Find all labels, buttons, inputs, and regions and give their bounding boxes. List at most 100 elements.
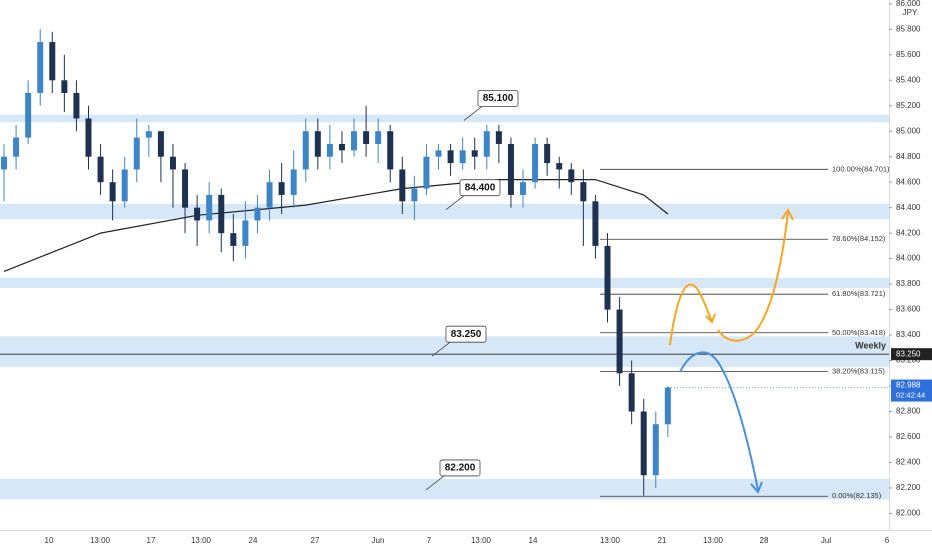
x-tick-label: 24 <box>249 536 258 545</box>
candle-body <box>49 42 56 81</box>
candle-body <box>628 373 635 412</box>
candle-body <box>532 143 539 183</box>
zone <box>0 336 889 367</box>
callout-pointer <box>463 106 483 121</box>
y-tick-label: 84.200 <box>896 228 921 237</box>
callout-label: 83.250 <box>451 329 482 340</box>
x-tick-label: 21 <box>658 536 667 545</box>
y-tick-label: 82.000 <box>896 509 921 518</box>
candle-body <box>13 137 20 157</box>
candle-body <box>351 131 358 151</box>
candle-body <box>326 143 333 157</box>
candle-body <box>169 156 176 170</box>
x-tick-label: 7 <box>427 536 432 545</box>
arrowhead <box>781 208 794 221</box>
candle-body <box>290 169 297 195</box>
candle-body <box>302 131 309 170</box>
x-tick-label: 13:00 <box>90 536 111 545</box>
callout-box <box>439 459 481 477</box>
y-tick-label: 85.000 <box>896 126 921 135</box>
x-tick-label: 10 <box>45 536 54 545</box>
candle-body <box>616 309 623 374</box>
candle-body <box>1 156 7 170</box>
candle-body <box>121 169 128 202</box>
candle-body <box>61 80 68 94</box>
weekly-name: Weekly <box>855 341 886 351</box>
zone <box>0 203 889 220</box>
callout-pointer <box>445 195 465 210</box>
y-tick-label: 82.400 <box>896 458 921 467</box>
y-tick-label: 85.400 <box>896 75 921 84</box>
candle-body <box>97 156 104 183</box>
candle-body <box>664 387 671 425</box>
y-tick-label: 85.800 <box>896 24 921 33</box>
y-tick-label: 84.600 <box>896 177 921 186</box>
y-tick-label: 83.400 <box>896 330 921 339</box>
callout-box <box>445 325 487 343</box>
candle-body <box>73 93 80 119</box>
fib-label: 50.00%(83.418) <box>832 328 886 337</box>
candle-body <box>85 118 92 157</box>
candle-body <box>157 131 164 157</box>
fib-label: 38.20%(83.115) <box>832 366 885 375</box>
candle-body <box>507 143 514 195</box>
candle-body <box>580 182 587 202</box>
candle-body <box>435 150 442 157</box>
zone <box>0 114 889 123</box>
callout-label: 82.200 <box>445 463 476 474</box>
fib-label: 61.80%(83.721) <box>832 289 886 298</box>
y-tick-label: 85.600 <box>896 50 921 59</box>
weekly-label: 83.250 <box>896 349 921 358</box>
zone <box>0 479 889 500</box>
candle-body <box>520 182 527 195</box>
candle-body <box>592 201 599 246</box>
y-tick-label: 85.200 <box>896 101 921 110</box>
orange-arrow <box>669 283 713 346</box>
callout-pointer <box>425 475 445 491</box>
countdown-label: 02:42:44 <box>896 391 925 400</box>
orange-arrow <box>717 211 789 342</box>
zone <box>0 277 889 288</box>
candle-body <box>266 182 273 208</box>
callout-label: 85.100 <box>483 93 514 104</box>
x-tick-label: 13:00 <box>600 536 621 545</box>
candle-body <box>182 169 189 208</box>
candle-body <box>145 131 152 138</box>
arrowhead <box>750 481 763 494</box>
candle-body <box>363 131 370 144</box>
y-tick-label: 84.800 <box>896 152 921 161</box>
blue-arrow <box>679 351 759 491</box>
candle-body <box>640 411 647 476</box>
last-price-label: 82.988 <box>896 381 921 390</box>
fib-label: 100.00%(84.701) <box>832 164 890 173</box>
candle-body <box>375 131 382 144</box>
candle-body <box>109 182 116 202</box>
x-tick-label: 14 <box>529 536 538 545</box>
x-tick-label: 6 <box>885 536 890 545</box>
candle-body <box>483 131 490 157</box>
y-tick-label: 83.800 <box>896 279 921 288</box>
candle-body <box>206 194 213 221</box>
candle-body <box>387 131 394 170</box>
candle-body <box>399 169 406 202</box>
currency: JPY <box>903 8 918 17</box>
candle-body <box>568 169 575 183</box>
candle-body <box>230 233 237 246</box>
candle-body <box>447 150 454 164</box>
x-tick-label: 17 <box>147 536 156 545</box>
candle-body <box>604 245 611 310</box>
candle-body <box>338 143 345 151</box>
fib-label: 0.00%(82.135) <box>832 491 882 500</box>
y-tick-label: 86.000 <box>896 0 921 8</box>
candle-body <box>411 188 418 202</box>
x-tick-label: 27 <box>311 536 320 545</box>
candle-body <box>556 163 563 170</box>
candle-body <box>471 150 478 157</box>
x-tick-label: 28 <box>760 536 769 545</box>
y-tick-label: 83.600 <box>896 305 921 314</box>
x-tick-label: Jul <box>821 536 831 545</box>
x-tick-label: 13:00 <box>471 536 492 545</box>
candle-body <box>423 156 430 189</box>
candle-body <box>652 424 659 476</box>
